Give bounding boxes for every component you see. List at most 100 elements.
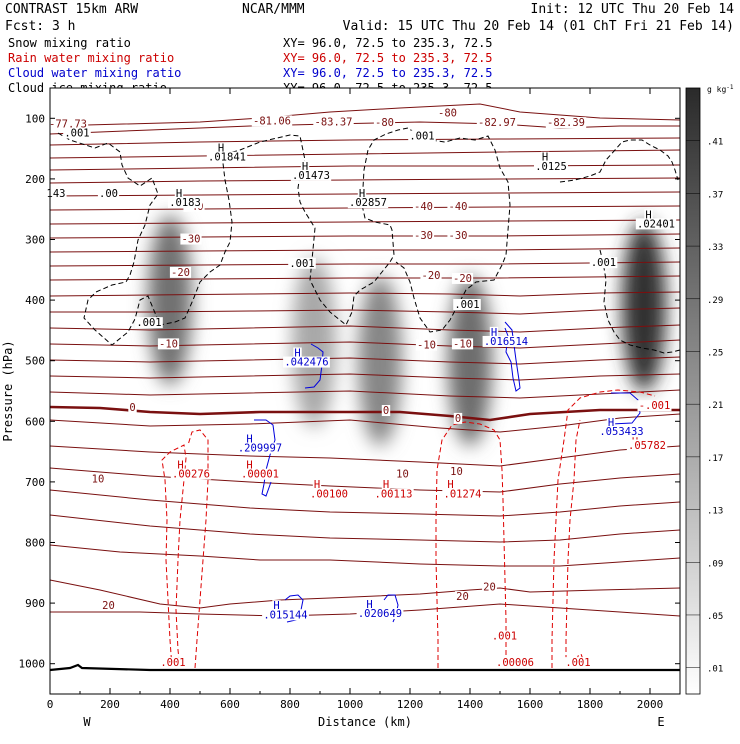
x-tick-label: 800 [280, 698, 300, 711]
cloud-water-labels: H.042476H.016514H.209997H.053433H.015144… [236, 326, 645, 621]
isotherm-label: 20 [456, 591, 469, 603]
cloud-water-label-bg [356, 608, 404, 620]
isotherm-line [49, 261, 681, 267]
snow-ice-label-bg [174, 188, 184, 200]
snow-ice-label-bg [206, 151, 248, 163]
isotherm-label-bg [101, 600, 116, 612]
header-init: Init: 12 UTC Thu 20 Feb 14 [531, 2, 735, 17]
colorbar-tick-label: .41 [707, 138, 723, 148]
cloud-water-label: H [246, 434, 252, 446]
isotherm-line [49, 247, 681, 253]
snow-ice-label: .001 [64, 127, 89, 139]
snow-ice-contours [57, 127, 681, 354]
isotherm-label-bg [453, 412, 463, 424]
isotherm-label: -40 [414, 201, 433, 213]
rain-label: H [383, 479, 389, 491]
x-tick-label: 400 [160, 698, 180, 711]
isotherm-label-bg [180, 233, 202, 245]
isotherm-label-bg [420, 269, 442, 281]
isotherm-label-bg [47, 118, 89, 130]
isotherm-line [49, 489, 681, 517]
cloud-water-label: .015144 [263, 609, 307, 621]
snow-ice-label: .001 [591, 257, 616, 269]
rain-label: H [177, 460, 183, 472]
colorbar-tick-label: .13 [707, 507, 723, 517]
y-tick-label: 100 [25, 112, 45, 125]
snow-ice-label: H [218, 143, 224, 155]
colorbar-tick-label: .21 [707, 401, 723, 411]
header-valid: Valid: 15 UTC Thu 20 Feb 14 (01 ChT Fri … [343, 19, 734, 34]
snow-ice-label: .02857 [349, 197, 387, 209]
isotherm-label-bg [449, 466, 464, 478]
isotherm-label-bg [415, 339, 438, 351]
isotherm-line [49, 103, 681, 127]
cloud-water-label-bg [365, 598, 374, 610]
cloud-water-label-bg [482, 335, 530, 347]
isotherm-label: -81.06 [253, 115, 291, 127]
cloud-water-label-bg [283, 356, 330, 368]
isotherm-line [49, 514, 681, 543]
snow-ice-label: .02401 [637, 218, 675, 230]
isotherm-label: 20 [102, 600, 115, 612]
isotherm-label-bg [90, 473, 106, 485]
snow-ice-label-bg [357, 188, 367, 200]
snow-ice-label-bg [216, 142, 226, 154]
x-tick-label: 600 [220, 698, 240, 711]
legend-label: Cloud water mixing ratio [8, 66, 181, 80]
header-forecast: Fcst: 3 h [5, 19, 75, 34]
colorbar-gradient [685, 87, 701, 695]
y-tick-label: 1000 [19, 658, 46, 671]
isotherm-line [49, 291, 681, 297]
isotherm-label: -20 [453, 273, 472, 285]
rain-label: -.001 [639, 400, 671, 412]
x-tick-label: 200 [100, 698, 120, 711]
colorbar-tick-label: .05 [707, 612, 723, 622]
legend-xy: XY= 96.0, 72.5 to 235.3, 72.5 [283, 66, 493, 80]
snow-ice-label-bg [635, 218, 677, 230]
rain-label: H [246, 460, 252, 472]
snow-contour-east [559, 139, 679, 183]
isotherm-label-bg [436, 107, 459, 119]
snow-ice-label: H [302, 161, 308, 173]
isotherm-label: -83.37 [315, 117, 353, 129]
isotherm-label-bg [451, 338, 474, 350]
y-tick-label: 500 [25, 355, 45, 368]
isotherm-label: 0 [129, 402, 135, 414]
isotherm-label: 10 [92, 474, 105, 486]
rain-label-bg [239, 468, 281, 480]
isotherm-label: -82.97 [478, 117, 516, 129]
snow-contour-east-lower [599, 249, 681, 354]
rain-contour-west [161, 444, 187, 669]
isotherm-label-bg [412, 229, 435, 241]
isotherm-label-bg [482, 581, 497, 593]
rain-contours [161, 389, 656, 669]
snow-ice-label-bg [135, 317, 163, 329]
isotherm-label: 0 [455, 413, 461, 425]
rain-label: H [447, 479, 453, 491]
rain-label-bg [381, 478, 391, 490]
cloud-water-label: H [608, 417, 614, 429]
isotherm-label: -80 [438, 107, 457, 119]
snow-ice-label-bg [540, 151, 550, 163]
isotherm-label-bg [313, 116, 354, 128]
cloud-water-label: H [294, 347, 300, 359]
snow-ice-label-bg [300, 160, 310, 172]
isotherm-line [49, 389, 681, 399]
rain-label-bg [373, 488, 414, 500]
rain-label-bg [312, 478, 322, 490]
isotherm-line [49, 544, 681, 567]
snow-ice-label: .0183 [169, 197, 201, 209]
rain-label: .00276 [172, 469, 210, 481]
legend-label: Snow mixing ratio [8, 36, 131, 50]
x-tick-label: 1400 [457, 698, 484, 711]
isotherm-label-bg [169, 266, 192, 278]
x-axis: 0 200 400 600 800 1000 1200 1400 1600 1800 2000 [47, 88, 663, 711]
isotherm-label: 10 [450, 466, 463, 478]
rain-label-bg [637, 400, 672, 412]
rain-label-bg [490, 630, 519, 642]
y-axis-title: Pressure (hPa) [1, 340, 15, 441]
rain-label-bg [564, 657, 592, 669]
cloud-water-label-bg [245, 433, 254, 445]
